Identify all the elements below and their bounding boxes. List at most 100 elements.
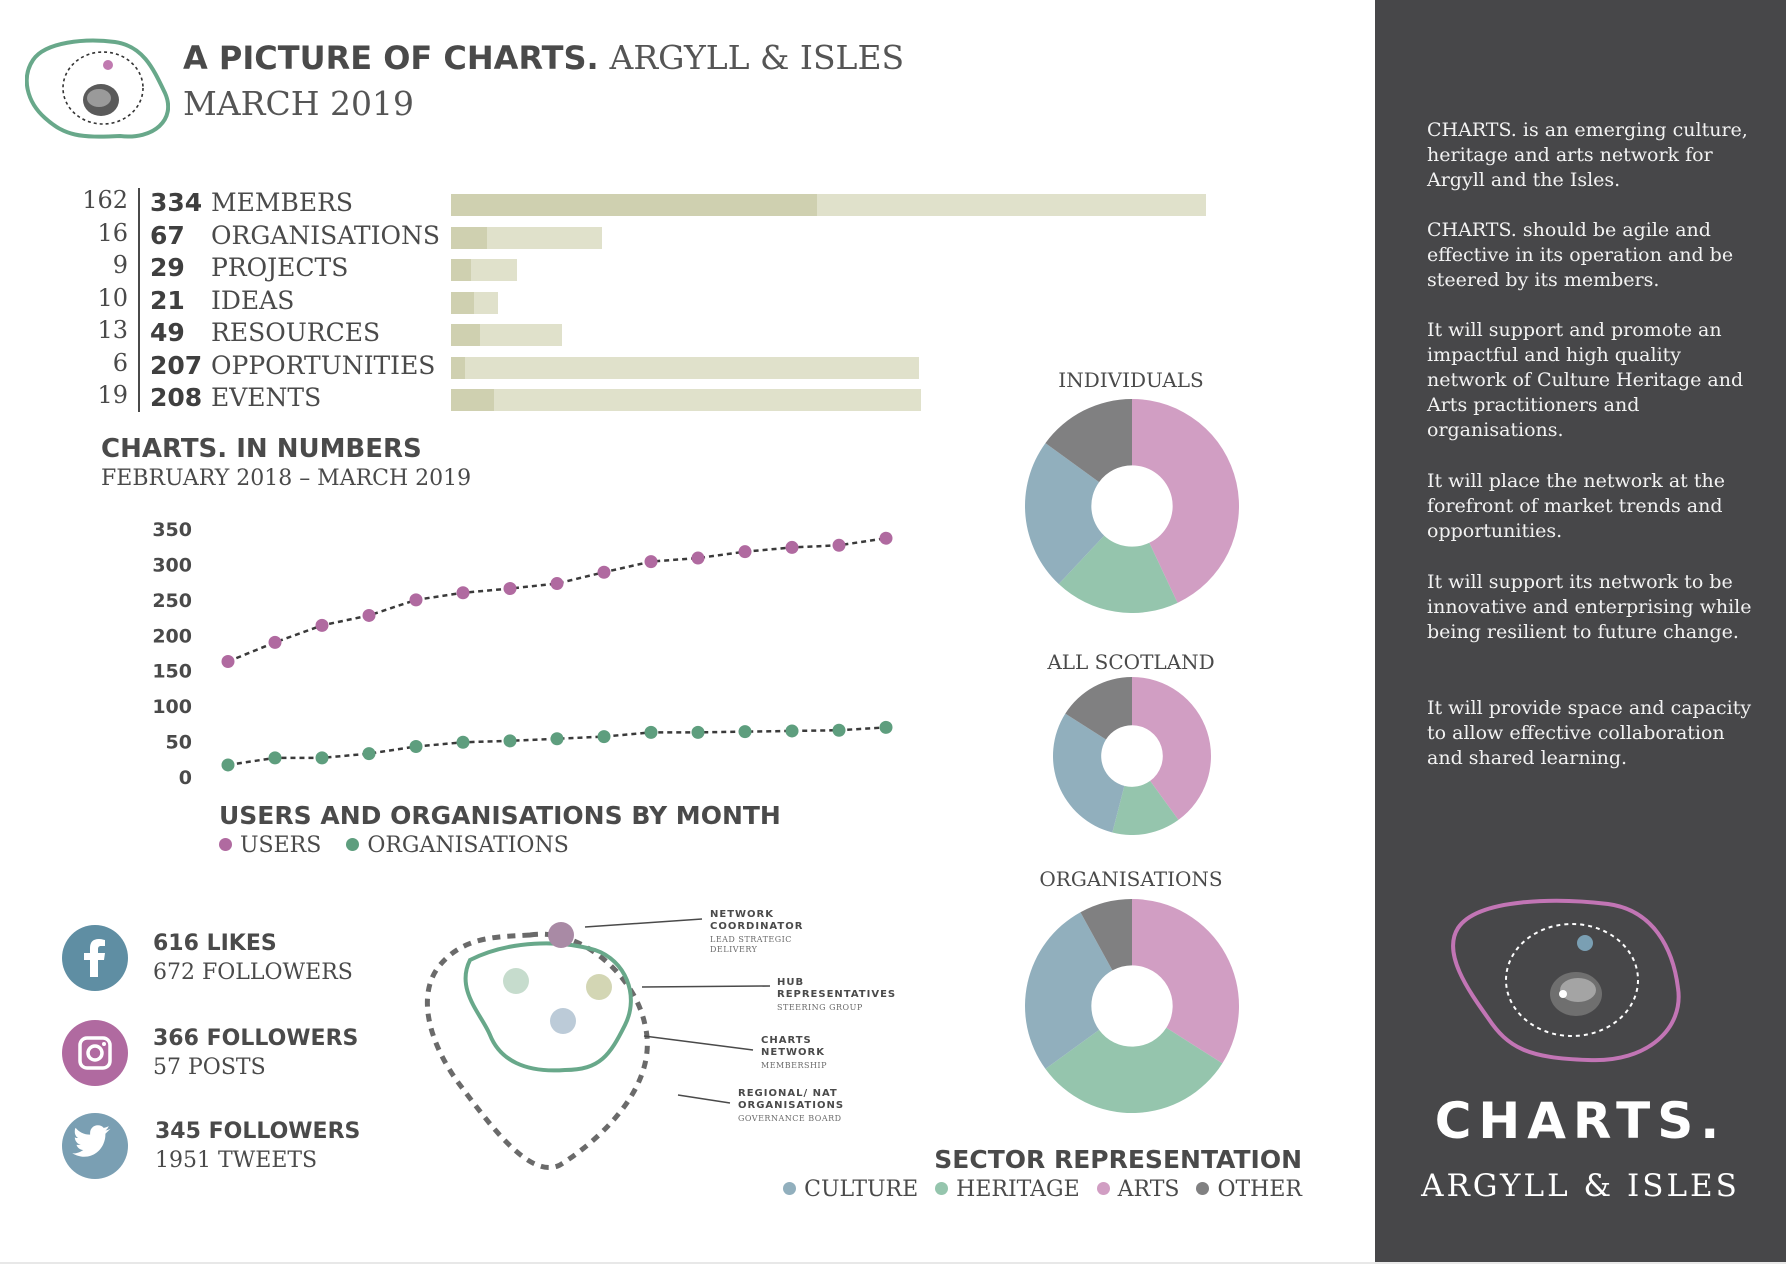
diagram-sublabel: DELIVERY bbox=[710, 945, 758, 954]
page-title: A PICTURE OF CHARTS. ARGYLL & ISLES bbox=[183, 38, 904, 78]
y-tick-label: 150 bbox=[152, 661, 192, 683]
facebook-followers: 672 FOLLOWERS bbox=[153, 960, 353, 985]
stat-total-count: 334 bbox=[150, 188, 203, 217]
stat-label: IDEAS bbox=[211, 285, 295, 315]
data-point bbox=[362, 608, 376, 622]
y-tick-label: 300 bbox=[152, 554, 192, 576]
donut-slice-culture bbox=[1053, 713, 1125, 833]
data-point bbox=[644, 725, 658, 739]
hub-node-3 bbox=[550, 1008, 576, 1034]
hub-node-1 bbox=[503, 968, 529, 994]
diagram-sublabel: MEMBERSHIP bbox=[761, 1061, 827, 1070]
donut-slice-culture bbox=[1025, 443, 1105, 584]
legend-culture: CULTURE bbox=[804, 1177, 919, 1202]
instagram-posts: 57 POSTS bbox=[153, 1055, 266, 1080]
stat-row: 10 21 IDEAS bbox=[70, 284, 1220, 315]
stat-label: PROJECTS bbox=[211, 253, 349, 282]
line-chart: 350 300 250 200 150 100 50 0 bbox=[152, 519, 893, 785]
donut-slice-arts bbox=[1132, 677, 1211, 820]
stat-total-count: 208 bbox=[150, 383, 203, 412]
series-line bbox=[227, 536, 887, 663]
donut-slice-arts bbox=[1132, 399, 1239, 603]
diagram-sublabel: GOVERNANCE BOARD bbox=[738, 1114, 842, 1123]
stat-new-bar bbox=[451, 356, 465, 379]
scotland-donut bbox=[1053, 677, 1211, 835]
charts-logo-icon bbox=[25, 38, 170, 139]
organisations-legend-swatch bbox=[346, 837, 360, 851]
diagram-label: NETWORK bbox=[761, 1047, 825, 1058]
stat-total-bar bbox=[451, 226, 603, 249]
other-swatch bbox=[1196, 1181, 1210, 1195]
panel-paragraph: CHARTS. is an emerging culture, heritage… bbox=[1427, 119, 1748, 191]
data-point bbox=[503, 734, 517, 748]
legend-other: OTHER bbox=[1217, 1177, 1302, 1202]
donut-slice-culture bbox=[1025, 912, 1113, 1069]
stat-total-count: 207 bbox=[150, 350, 203, 380]
data-point bbox=[879, 531, 893, 545]
data-point bbox=[832, 538, 846, 552]
stat-new-count: 6 bbox=[112, 348, 128, 377]
stat-total-count: 49 bbox=[150, 318, 185, 347]
page-subtitle: MARCH 2019 bbox=[183, 84, 414, 123]
stat-new-bar bbox=[451, 291, 474, 314]
y-tick-label: 100 bbox=[152, 696, 192, 718]
brand-logo-icon bbox=[1451, 898, 1681, 1063]
data-point bbox=[879, 720, 893, 734]
data-point bbox=[268, 751, 282, 765]
data-point bbox=[785, 540, 799, 554]
stats-divider bbox=[138, 188, 140, 412]
stat-total-count: 67 bbox=[150, 220, 185, 250]
diagram-sublabel: LEAD STRATEGIC bbox=[710, 935, 792, 944]
individuals-title: INDIVIDUALS bbox=[1058, 368, 1204, 392]
twitter-tweets: 1951 TWEETS bbox=[155, 1148, 318, 1173]
stat-new-count: 13 bbox=[97, 316, 128, 344]
line-chart-title: USERS AND ORGANISATIONS BY MONTH bbox=[219, 801, 781, 830]
data-point bbox=[409, 593, 423, 607]
diagram-sublabel: STEERING GROUP bbox=[777, 1003, 863, 1012]
stat-new-bar bbox=[451, 324, 481, 346]
series-line bbox=[227, 726, 887, 767]
stat-new-count: 19 bbox=[97, 381, 128, 409]
instagram-icon[interactable] bbox=[62, 1020, 128, 1086]
donut-slice-arts bbox=[1132, 899, 1239, 1064]
hub-node-2 bbox=[586, 974, 612, 1000]
legend-heritage: HERITAGE bbox=[956, 1177, 1080, 1202]
stat-label: OPPORTUNITIES bbox=[211, 350, 436, 380]
organisations-donut-title: ORGANISATIONS bbox=[1039, 867, 1223, 891]
data-point bbox=[832, 723, 846, 737]
line-chart-legend: USERS ORGANISATIONS bbox=[219, 833, 569, 858]
stat-new-count: 162 bbox=[82, 186, 128, 214]
stat-label: RESOURCES bbox=[211, 318, 381, 347]
y-tick-label: 200 bbox=[152, 625, 192, 647]
sector-legend: CULTURE HERITAGE ARTS OTHER bbox=[700, 1177, 1302, 1202]
y-tick-label: 350 bbox=[152, 519, 192, 541]
arts-swatch bbox=[1096, 1181, 1110, 1195]
panel-paragraph: It will provide space and capacity to al… bbox=[1427, 697, 1752, 769]
data-point bbox=[268, 635, 282, 649]
facebook-icon[interactable] bbox=[62, 925, 128, 991]
data-point bbox=[691, 551, 705, 565]
sector-title: SECTOR REPRESENTATION bbox=[934, 1145, 1302, 1174]
data-point bbox=[550, 732, 564, 746]
y-tick-label: 250 bbox=[152, 590, 192, 612]
network-coordinator-node bbox=[548, 922, 574, 948]
panel-paragraph: CHARTS. should be agile and effective in… bbox=[1427, 219, 1734, 291]
heritage-swatch bbox=[935, 1181, 949, 1195]
stat-row: 162 334 MEMBERS bbox=[70, 186, 1220, 217]
stat-row: 19 208 EVENTS bbox=[70, 381, 1220, 412]
stat-total-count: 21 bbox=[150, 285, 185, 315]
culture-swatch bbox=[783, 1181, 797, 1195]
stat-new-bar bbox=[451, 226, 488, 249]
data-point bbox=[738, 545, 752, 559]
donut-slice-heritage bbox=[1112, 780, 1179, 835]
panel-paragraph: It will support its network to be innova… bbox=[1427, 571, 1752, 643]
facebook-likes: 616 LIKES bbox=[153, 931, 277, 956]
data-point bbox=[785, 724, 799, 738]
brand-subtitle: ARGYLL & ISLES bbox=[1421, 1168, 1740, 1204]
individuals-donut bbox=[1025, 399, 1239, 613]
data-point bbox=[597, 565, 611, 579]
y-tick-label: 0 bbox=[179, 767, 192, 785]
twitter-icon[interactable] bbox=[62, 1113, 128, 1179]
organisations-donut bbox=[1025, 899, 1239, 1113]
